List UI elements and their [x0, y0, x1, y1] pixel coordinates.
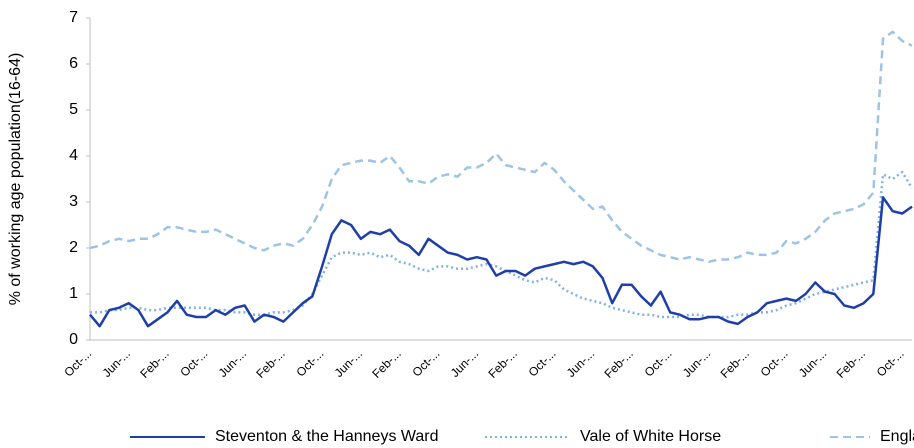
x-tick-label: Oct-...: [177, 346, 210, 379]
x-tick-label: Jun-...: [796, 346, 829, 379]
y-tick-label: 5: [69, 101, 78, 118]
series-line: [89, 30, 913, 264]
series-line: [89, 196, 913, 328]
legend-label: Vale of White Horse: [580, 428, 721, 445]
x-tick-label: Jun-...: [216, 346, 249, 379]
y-tick-label: 1: [69, 285, 78, 302]
y-tick-label: 7: [69, 9, 78, 26]
x-tick-label: Feb-...: [601, 346, 635, 380]
x-tick-label: Feb-...: [253, 346, 287, 380]
y-tick-label: 4: [69, 147, 78, 164]
x-tick-label: Jun-...: [564, 346, 597, 379]
x-tick-label: Feb-...: [834, 346, 868, 380]
x-tick-label: Oct-...: [758, 346, 791, 379]
x-tick-label: Oct-...: [61, 346, 94, 379]
x-tick-label: Oct-...: [410, 346, 443, 379]
x-tick-label: Oct-...: [874, 346, 907, 379]
x-tick-label: Jun-...: [100, 346, 133, 379]
y-tick-label: 6: [69, 55, 78, 72]
x-tick-label: Oct-...: [526, 346, 559, 379]
x-tick-label: Jun-...: [680, 346, 713, 379]
y-tick-label: 2: [69, 239, 78, 256]
x-tick-label: Feb-...: [369, 346, 403, 380]
y-tick-label: 3: [69, 193, 78, 210]
x-tick-label: Feb-...: [718, 346, 752, 380]
x-tick-label: Jun-...: [332, 346, 365, 379]
legend-label: England: [880, 428, 914, 445]
y-axis-label: % of working age population(16-64): [7, 53, 24, 306]
x-tick-label: Oct-...: [642, 346, 675, 379]
x-tick-label: Feb-...: [137, 346, 171, 380]
x-tick-label: Jun-...: [448, 346, 481, 379]
x-tick-label: Oct-...: [293, 346, 326, 379]
series-line: [90, 170, 914, 319]
legend-label: Steventon & the Hanneys Ward: [215, 428, 439, 445]
y-tick-label: 0: [69, 331, 78, 348]
x-tick-label: Feb-...: [485, 346, 519, 380]
